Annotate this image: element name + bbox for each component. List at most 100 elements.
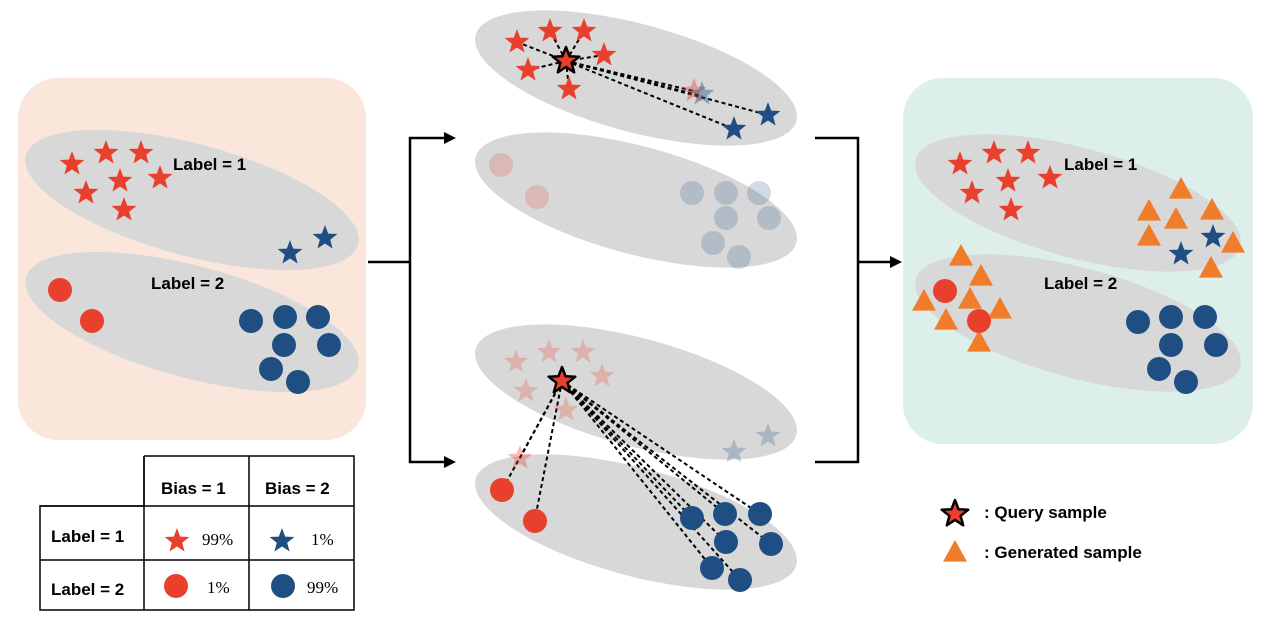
red-star-icon xyxy=(681,78,707,102)
red-star-icon xyxy=(959,180,985,204)
red-star-icon xyxy=(591,42,617,66)
blue-star-icon xyxy=(755,102,781,126)
left-label-2-text: Label = 2 xyxy=(151,274,224,293)
generated-triangle-icon xyxy=(1164,207,1188,229)
right-label-1-text: Label = 1 xyxy=(1064,155,1137,174)
blue-circle-icon xyxy=(757,206,781,230)
left-ellipse-label-2 xyxy=(25,251,359,393)
legend-query-star-icon xyxy=(940,498,970,527)
table-col-header-1: Bias = 1 xyxy=(161,479,226,498)
red-star-icon xyxy=(504,29,530,53)
right-label-2-text: Label = 2 xyxy=(1044,274,1117,293)
bottom-ellipse-label-1 xyxy=(475,324,797,460)
blue-circle-icon xyxy=(306,305,330,329)
red-star-icon xyxy=(947,151,973,175)
generated-triangle-icon xyxy=(943,540,967,562)
blue-circle-icon xyxy=(714,206,738,230)
arrow-head-bottom xyxy=(444,456,456,468)
blue-circle-icon xyxy=(747,181,771,205)
blue-circle-icon xyxy=(1159,305,1183,329)
red-star-icon xyxy=(589,363,615,387)
generated-triangle-icon xyxy=(934,308,958,330)
query-sample-star-icon xyxy=(551,45,581,74)
query-sample-star-icon xyxy=(547,365,577,394)
red-circle-icon xyxy=(80,309,104,333)
red-star-icon xyxy=(128,140,154,164)
blue-star-icon xyxy=(1200,224,1226,248)
table-col-header-2: Bias = 2 xyxy=(265,479,330,498)
blue-star-icon xyxy=(277,240,303,264)
blue-circle-icon xyxy=(317,333,341,357)
generated-triangle-icon xyxy=(1169,177,1193,199)
red-circle-icon xyxy=(48,278,72,302)
legend-generated-prefix: : xyxy=(984,543,994,562)
table-blue-star-icon xyxy=(269,528,295,552)
red-star-icon xyxy=(513,378,539,402)
blue-circle-icon xyxy=(1126,310,1150,334)
red-star-icon xyxy=(111,197,137,221)
red-star-icon xyxy=(995,168,1021,192)
left-label-1-text: Label = 1 xyxy=(173,155,246,174)
distance-line xyxy=(565,60,735,130)
blue-circle-icon xyxy=(727,245,751,269)
red-star-icon xyxy=(147,165,173,189)
blue-star-icon xyxy=(721,116,747,140)
blue-circle-icon xyxy=(1204,333,1228,357)
red-circle-icon xyxy=(164,574,188,598)
red-star-icon xyxy=(1037,165,1063,189)
distance-line xyxy=(561,380,713,569)
distance-line xyxy=(561,380,741,581)
split-connector xyxy=(368,136,448,464)
red-star-icon xyxy=(515,57,541,81)
table-cell-2-1-value: 1% xyxy=(207,578,230,597)
generated-triangle-icon xyxy=(1137,224,1161,246)
blue-circle-icon xyxy=(713,502,737,526)
blue-star-icon xyxy=(755,423,781,447)
red-star-icon xyxy=(59,151,85,175)
legend-query-label: Query sample xyxy=(994,503,1106,522)
legend-generated-text: : Generated sample xyxy=(984,543,1142,562)
blue-circle-icon xyxy=(759,532,783,556)
blue-star-icon xyxy=(1168,241,1194,265)
arrow-head-right xyxy=(890,256,902,268)
red-star-icon xyxy=(93,140,119,164)
blue-circle-icon xyxy=(714,181,738,205)
generated-triangle-icon xyxy=(949,244,973,266)
bottom-ellipse-label-2 xyxy=(475,454,797,590)
blue-circle-icon xyxy=(1174,370,1198,394)
blue-circle-icon xyxy=(1147,357,1171,381)
bias-table xyxy=(39,455,355,611)
blue-circle-icon xyxy=(728,568,752,592)
table-red-star-icon xyxy=(164,528,190,552)
generated-triangle-icon xyxy=(988,297,1012,319)
table-row-header-1: Label = 1 xyxy=(51,527,124,546)
red-star-icon xyxy=(1015,140,1041,164)
legend-generated-label: Generated sample xyxy=(994,543,1141,562)
blue-circle-icon xyxy=(714,530,738,554)
red-star-icon xyxy=(571,18,597,42)
blue-circle-icon xyxy=(286,370,310,394)
red-star-icon xyxy=(507,445,533,469)
arrow-head-top xyxy=(444,132,456,144)
red-star-icon xyxy=(107,168,133,192)
red-star-icon xyxy=(73,180,99,204)
table-cell-2-2-value: 99% xyxy=(307,578,338,597)
blue-circle-icon xyxy=(271,574,295,598)
red-star-icon xyxy=(556,76,582,100)
red-circle-icon xyxy=(525,185,549,209)
red-circle-icon xyxy=(933,279,957,303)
generated-triangle-icon xyxy=(1199,256,1223,278)
table-cell-1-2-value: 1% xyxy=(311,530,334,549)
legend-query-prefix: : xyxy=(984,503,994,522)
merge-connector xyxy=(815,136,893,464)
distance-line xyxy=(534,380,563,520)
generated-triangle-icon xyxy=(969,264,993,286)
top-ellipse-label-2 xyxy=(475,132,797,268)
blue-circle-icon xyxy=(701,231,725,255)
red-circle-icon xyxy=(490,478,514,502)
blue-circle-icon xyxy=(748,502,772,526)
left-ellipse-label-1 xyxy=(25,129,359,271)
red-star-icon xyxy=(503,349,529,373)
blue-circle-icon xyxy=(680,181,704,205)
generated-triangle-icon xyxy=(912,289,936,311)
